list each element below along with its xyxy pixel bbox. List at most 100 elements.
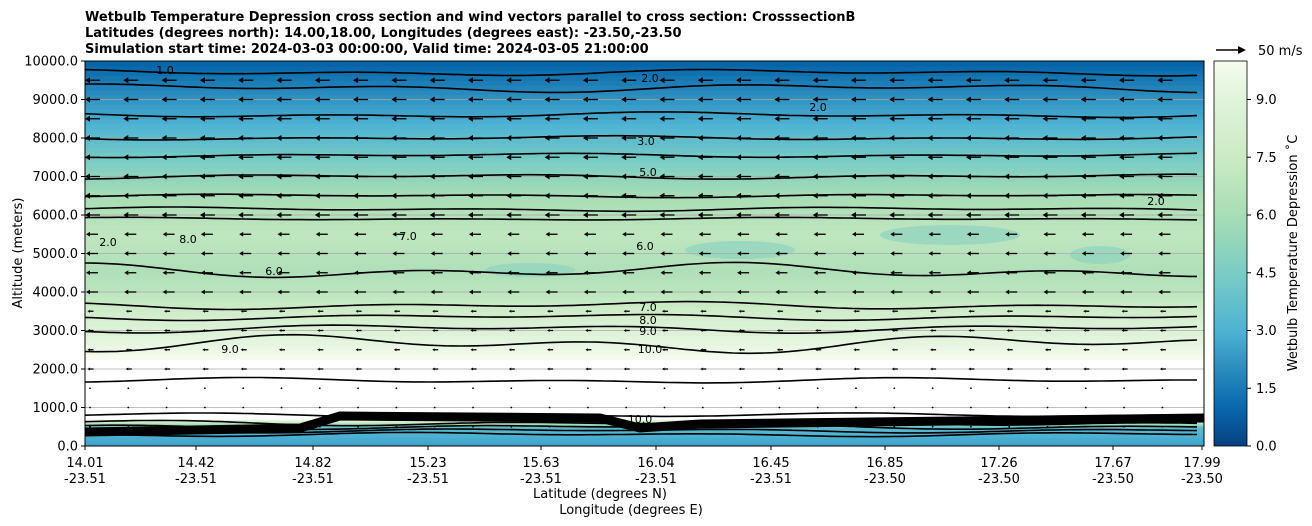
wind-vector	[161, 96, 177, 103]
wind-vector	[432, 367, 439, 371]
wind-vector	[582, 135, 598, 141]
wind-vector	[507, 231, 520, 237]
wind-vector	[891, 329, 898, 332]
wind-vector	[165, 406, 168, 409]
wind-vector	[662, 309, 668, 313]
field-band	[85, 407, 1204, 411]
wind-vector	[1005, 231, 1018, 237]
wind-vector	[582, 212, 598, 218]
wind-vector	[697, 173, 713, 180]
wind-vector	[544, 212, 560, 218]
wind-vector	[429, 115, 445, 122]
wind-vector	[506, 212, 522, 218]
wind-vector	[812, 173, 828, 180]
wind-vector	[85, 77, 100, 84]
wind-vector	[736, 154, 752, 161]
wind-vector	[812, 212, 828, 218]
wind-vector	[970, 387, 972, 390]
wind-vector	[891, 309, 898, 313]
wind-vector	[468, 115, 483, 122]
wind-vector	[813, 270, 826, 276]
wind-vector	[240, 348, 247, 352]
wind-vector	[1081, 270, 1094, 276]
field-band	[85, 210, 1204, 216]
wind-vector	[506, 154, 522, 161]
wind-vector	[127, 425, 130, 428]
wind-vector	[738, 329, 745, 332]
wind-vector	[547, 367, 554, 371]
wind-vector	[700, 348, 707, 352]
wind-vector	[315, 270, 328, 276]
wind-vector	[1080, 173, 1096, 180]
wind-vector	[659, 135, 675, 141]
wind-vector	[1081, 289, 1094, 295]
wind-vector	[663, 425, 666, 428]
wind-vector	[238, 173, 254, 180]
wind-vector	[965, 154, 981, 161]
wind-vector	[276, 77, 292, 84]
wind-vector	[392, 270, 405, 276]
wind-vector	[200, 289, 213, 295]
wind-vector	[1157, 115, 1173, 122]
wind-vector	[927, 77, 943, 84]
wind-vector	[1008, 387, 1011, 390]
wind-vector	[162, 251, 175, 256]
wind-vector	[124, 270, 137, 276]
wind-vector	[199, 115, 215, 122]
wind-vector	[890, 289, 903, 295]
wind-vector	[314, 173, 330, 180]
wind-vector	[1121, 309, 1128, 313]
wind-vector	[815, 348, 822, 352]
colorbar: 0.0 1.5 3.0 4.5 6.0 7.5 9.0 Wetbulb Temperatur…	[1213, 60, 1301, 455]
wind-vector	[314, 96, 330, 103]
wind-vector	[1080, 212, 1096, 218]
wind-vector	[432, 348, 439, 352]
wind-vector	[1043, 231, 1056, 237]
wind-vector	[544, 96, 560, 103]
field-band	[85, 89, 1204, 96]
wind-vector	[317, 309, 324, 313]
wind-vector	[472, 406, 474, 409]
wind-vector	[507, 289, 520, 295]
wind-vector	[701, 387, 704, 390]
wind-vector	[238, 135, 254, 141]
wind-vector	[890, 251, 903, 256]
wind-vector	[545, 251, 558, 256]
x-tick-lat: 17.99	[1183, 456, 1220, 471]
wind-vector	[238, 115, 254, 122]
wind-vector	[1119, 173, 1135, 180]
wind-vector	[930, 367, 937, 371]
wind-vector	[1008, 425, 1011, 428]
wind-vector	[1161, 425, 1164, 428]
wind-vector	[1121, 367, 1128, 371]
wind-vector	[548, 425, 551, 428]
wind-vector	[927, 192, 943, 199]
wind-vector	[660, 231, 673, 237]
wind-vector	[317, 329, 324, 332]
wind-vector	[548, 387, 551, 390]
wind-vector	[1081, 231, 1094, 237]
wind-vector	[1121, 348, 1128, 352]
wind-vector	[238, 154, 254, 161]
quiver-key-arrowhead	[1238, 46, 1246, 54]
field-band	[85, 186, 1204, 192]
wind-vector	[470, 329, 477, 332]
wind-vector	[124, 231, 137, 237]
x-tick-lat: 14.82	[294, 456, 331, 471]
field-band	[85, 340, 1204, 346]
wind-vector	[506, 173, 522, 180]
x-tick-lat: 17.67	[1094, 456, 1131, 471]
wind-vector	[582, 115, 598, 122]
wind-vector	[1005, 251, 1018, 256]
colorbar-tick-label: 4.5	[1256, 266, 1277, 281]
wind-vector	[931, 387, 934, 390]
field-band	[85, 234, 1204, 240]
contour-cluster	[85, 411, 1204, 437]
wind-vector	[812, 96, 828, 103]
wind-vector	[736, 173, 752, 180]
wind-vector	[276, 173, 292, 180]
wind-vector	[315, 289, 328, 295]
wind-vector	[851, 154, 866, 161]
x-tick-lon: -23.51	[520, 472, 562, 487]
wind-vector	[893, 406, 896, 409]
